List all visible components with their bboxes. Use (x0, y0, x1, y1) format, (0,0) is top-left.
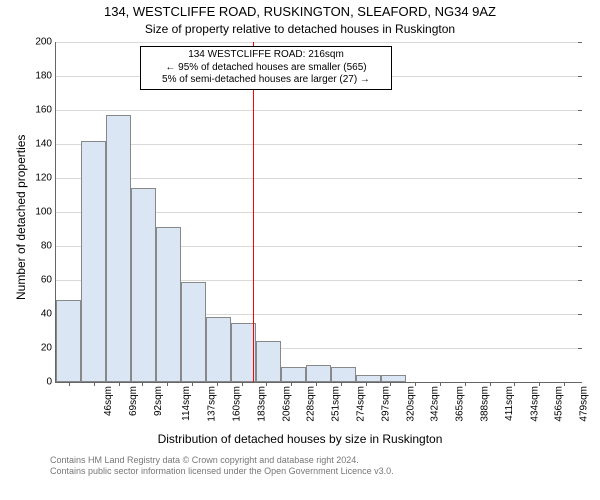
ytick-mark (578, 110, 582, 111)
xtick-mark (539, 382, 540, 386)
ytick-label: 140 (35, 139, 56, 150)
xtick-mark (490, 382, 491, 386)
ytick-mark (578, 178, 582, 179)
ytick-mark (578, 348, 582, 349)
xtick-label: 342sqm (430, 386, 441, 422)
chart-title-line1: 134, WESTCLIFFE ROAD, RUSKINGTON, SLEAFO… (0, 4, 600, 19)
chart-title-line2: Size of property relative to detached ho… (0, 22, 600, 36)
xtick-label: 228sqm (306, 386, 317, 422)
xtick-label: 388sqm (480, 386, 491, 422)
ytick-label: 80 (41, 241, 56, 252)
xtick-mark (465, 382, 466, 386)
gridline (56, 42, 581, 43)
gridline (56, 110, 581, 111)
reference-line (253, 42, 254, 382)
xtick-label: 46sqm (103, 386, 114, 416)
xtick-label: 160sqm (232, 386, 243, 422)
copyright-line1: Contains HM Land Registry data © Crown c… (50, 455, 394, 466)
xtick-mark (142, 382, 143, 386)
gridline (56, 144, 581, 145)
histogram-bar (156, 227, 181, 382)
xtick-mark (94, 382, 95, 386)
histogram-bar (181, 282, 206, 382)
xtick-label: 365sqm (455, 386, 466, 422)
histogram-bar (131, 188, 156, 382)
ytick-mark (578, 144, 582, 145)
xtick-mark (341, 382, 342, 386)
ytick-label: 0 (46, 377, 56, 388)
histogram-bar (206, 317, 231, 382)
ytick-label: 60 (41, 275, 56, 286)
xtick-mark (514, 382, 515, 386)
xtick-mark (69, 382, 70, 386)
xtick-mark (291, 382, 292, 386)
xtick-label: 297sqm (381, 386, 392, 422)
gridline (56, 178, 581, 179)
ytick-mark (578, 42, 582, 43)
ytick-label: 100 (35, 207, 56, 218)
ytick-mark (578, 280, 582, 281)
chart-container: 134, WESTCLIFFE ROAD, RUSKINGTON, SLEAFO… (0, 0, 600, 500)
xtick-label: 411sqm (504, 386, 515, 421)
histogram-bar (56, 300, 81, 382)
xtick-label: 320sqm (406, 386, 417, 422)
ytick-mark (578, 246, 582, 247)
histogram-bar (356, 375, 381, 382)
ytick-label: 120 (35, 173, 56, 184)
copyright-line2: Contains public sector information licen… (50, 466, 394, 477)
xtick-mark (440, 382, 441, 386)
xtick-mark (192, 382, 193, 386)
annotation-line: 5% of semi-detached houses are larger (2… (147, 74, 385, 87)
xtick-mark (366, 382, 367, 386)
histogram-bar (256, 341, 281, 382)
xtick-label: 479sqm (579, 386, 590, 422)
xtick-mark (415, 382, 416, 386)
annotation-line: ← 95% of detached houses are smaller (56… (147, 62, 385, 75)
xtick-label: 183sqm (257, 386, 268, 422)
copyright-text: Contains HM Land Registry data © Crown c… (50, 455, 394, 477)
xtick-mark (266, 382, 267, 386)
xtick-label: 92sqm (153, 386, 164, 416)
plot-area: 02040608010012014016018020046sqm69sqm92s… (55, 42, 581, 383)
ytick-mark (578, 76, 582, 77)
ytick-label: 40 (41, 309, 56, 320)
xtick-label: 137sqm (207, 386, 218, 422)
ytick-label: 20 (41, 343, 56, 354)
histogram-bar (231, 323, 256, 383)
ytick-mark (578, 382, 582, 383)
histogram-bar (81, 141, 106, 382)
histogram-bar (381, 375, 406, 382)
ytick-label: 200 (35, 37, 56, 48)
xtick-label: 434sqm (530, 386, 541, 422)
xtick-label: 274sqm (356, 386, 367, 422)
xtick-label: 114sqm (181, 386, 192, 421)
histogram-bar (306, 365, 331, 382)
ytick-mark (578, 314, 582, 315)
ytick-label: 180 (35, 71, 56, 82)
annotation-box: 134 WESTCLIFFE ROAD: 216sqm← 95% of deta… (140, 46, 392, 90)
xtick-mark (564, 382, 565, 386)
xtick-mark (242, 382, 243, 386)
xtick-mark (119, 382, 120, 386)
ytick-mark (578, 212, 582, 213)
xtick-label: 251sqm (331, 386, 342, 422)
xtick-label: 456sqm (554, 386, 565, 422)
xtick-label: 69sqm (128, 386, 139, 416)
histogram-bar (331, 367, 356, 382)
histogram-bar (106, 115, 131, 382)
xtick-mark (167, 382, 168, 386)
xtick-label: 206sqm (282, 386, 293, 422)
xtick-mark (217, 382, 218, 386)
y-axis-label: Number of detached properties (14, 135, 28, 300)
x-axis-label: Distribution of detached houses by size … (0, 432, 600, 446)
ytick-label: 160 (35, 105, 56, 116)
xtick-mark (316, 382, 317, 386)
histogram-bar (281, 367, 306, 382)
annotation-line: 134 WESTCLIFFE ROAD: 216sqm (147, 49, 385, 62)
xtick-mark (390, 382, 391, 386)
